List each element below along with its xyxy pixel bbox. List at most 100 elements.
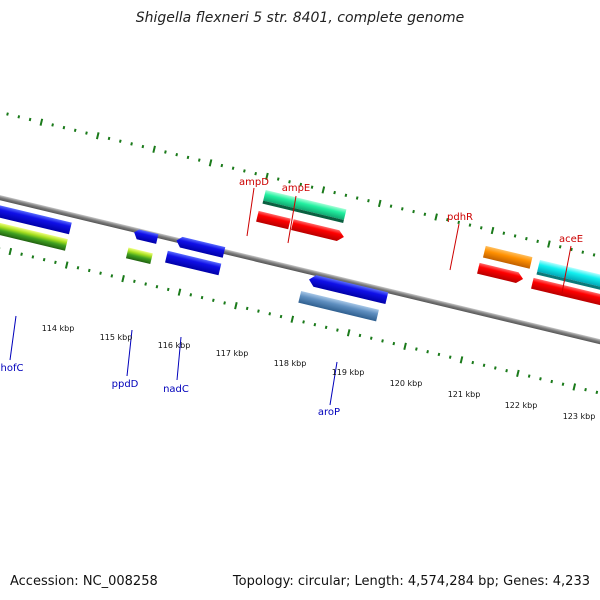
inner-major-tick [121,274,125,283]
tick-label-117: 117 kbp [216,349,249,358]
outer-minor-tick [17,115,21,119]
leader-ampE [287,195,297,244]
outer-minor-tick [355,196,359,200]
leader-aroP [329,361,338,406]
inner-minor-tick [482,363,486,367]
outer-minor-tick [581,250,585,254]
inner-minor-tick [415,347,418,351]
outer-minor-tick [536,239,539,244]
inner-major-tick [459,356,464,364]
gene-aroP[interactable] [308,274,389,305]
outer-tick-ring [6,112,596,257]
gene-aceE-outer[interactable] [537,259,600,305]
outer-minor-tick [446,218,449,222]
gene-hofC-upper[interactable] [0,203,72,235]
gene-ampE[interactable] [291,219,345,242]
inner-minor-tick [212,298,215,302]
gene-nadC[interactable] [165,250,222,276]
inner-minor-tick [166,287,170,292]
gene-hofC-lower[interactable] [0,220,68,251]
inner-minor-tick [279,314,283,319]
inner-minor-tick [257,309,260,313]
leader-aceE [561,245,572,294]
inner-minor-tick [437,352,441,357]
inner-minor-tick [223,301,226,305]
inner-major-tick [64,261,69,269]
leader-pdhR [449,223,460,271]
outer-minor-tick [130,142,133,146]
gene-nadC-upper[interactable] [175,236,226,258]
outer-minor-tick [479,226,483,230]
outer-minor-tick [175,153,179,157]
gene-aroP-lower[interactable] [298,291,379,322]
outer-minor-tick [186,155,190,160]
outer-minor-tick [276,177,280,181]
map-title: Shigella flexneri 5 str. 8401, complete … [135,10,465,26]
outer-minor-tick [197,158,201,162]
outer-minor-tick [525,236,528,241]
outer-major-tick [95,132,100,140]
tick-label-123: 123 kbp [563,412,596,421]
gene-ppdD[interactable] [125,247,153,265]
inner-minor-tick [584,387,587,392]
inner-major-tick [572,383,577,391]
outer-major-tick [321,186,326,194]
outer-minor-tick [389,204,393,208]
inner-minor-tick [302,320,305,324]
gene-ppdD-upper[interactable] [133,229,159,244]
outer-minor-tick [299,182,303,187]
outer-minor-tick [333,190,336,195]
gene-aceE-outer-shadow [536,271,600,308]
tick-label-121: 121 kbp [448,390,481,399]
tick-label-122: 122 kbp [505,401,538,410]
gene-label-aroP: aroP [318,407,340,418]
outer-major-tick [434,213,438,221]
gene-pdhR-outer[interactable] [482,245,533,269]
outer-minor-tick [107,136,111,141]
leader-ppdD [126,329,133,377]
inner-minor-tick [550,379,554,384]
gene-ampD-outer-shadow [262,200,344,223]
inner-minor-tick [527,374,531,378]
outer-minor-tick [220,163,224,168]
gene-pdhR[interactable] [477,262,524,284]
leader-ampD [246,187,255,237]
outer-major-tick [547,240,551,248]
gene-aceE[interactable] [531,277,600,322]
inner-minor-tick [448,355,452,359]
inner-minor-tick [155,285,159,289]
outer-minor-tick [231,166,235,170]
genome-backbone [0,170,600,377]
gene-label-nadC: nadC [163,384,189,395]
inner-minor-tick [54,260,57,265]
outer-minor-tick [468,223,472,227]
outer-major-tick [152,145,156,153]
outer-minor-tick [73,128,77,133]
inner-minor-tick [561,382,565,386]
leader-hofC [9,315,17,361]
genome-summary-text: Topology: circular; Length: 4,574,284 bp… [232,574,590,589]
outer-minor-tick [457,220,461,225]
gene-label-aceE: aceE [559,234,583,245]
inner-minor-tick [381,339,384,343]
outer-minor-tick [243,169,246,173]
gene-ampD-outer[interactable] [263,189,347,221]
outer-minor-tick [344,193,348,198]
inner-major-tick [346,329,351,337]
outer-major-tick [39,118,44,126]
inner-minor-tick [31,255,35,259]
inner-minor-tick [358,333,362,338]
accession-text: Accession: NC_008258 [10,574,158,589]
inner-minor-tick [133,279,136,284]
outer-major-tick [208,159,213,167]
inner-minor-tick [324,325,328,330]
gene-label-pdhR: pdhR [447,212,473,223]
tick-label-118: 118 kbp [274,359,307,368]
gene-ampD[interactable] [256,210,291,230]
outer-major-tick [265,172,269,181]
gene-label-hofC: hofC [1,363,24,374]
inner-tick-ring [0,247,599,395]
inner-minor-tick [494,366,497,370]
gene-label-ppdD: ppdD [112,379,139,390]
inner-minor-tick [268,312,272,316]
